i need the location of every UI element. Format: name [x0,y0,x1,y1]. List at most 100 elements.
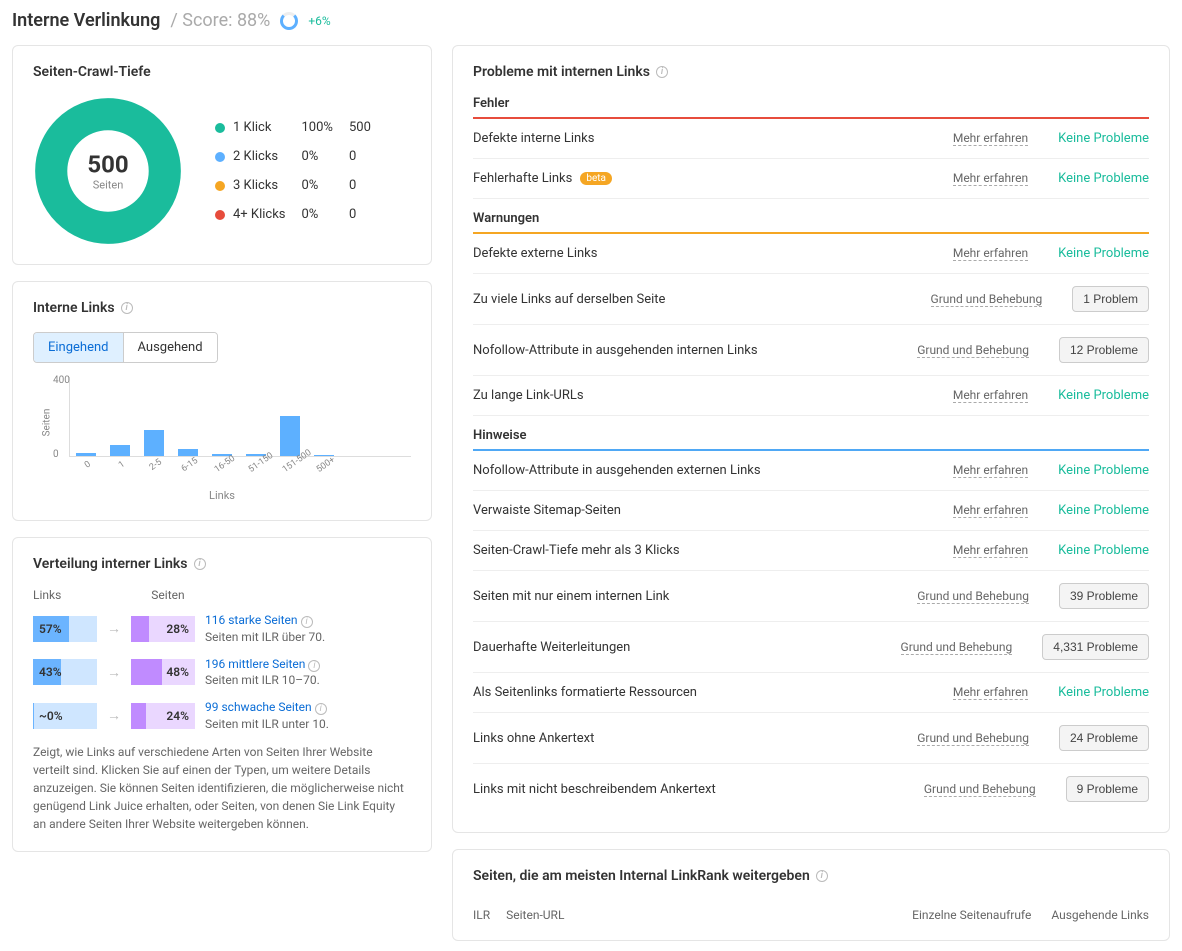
learn-more-link[interactable]: Grund und Behebung [917,589,1029,604]
arrow-icon: → [107,707,121,724]
y-tick: 0 [53,449,59,460]
score-delta: +6% [308,14,330,28]
problem-row: Als Seitenlinks formatierte Ressourcen M… [473,673,1149,713]
status-ok: Keine Probleme [1058,685,1149,700]
crawl-legend: 1 Klick100%5002 Klicks0%03 Klicks0%04+ K… [213,112,387,230]
problem-name[interactable]: Zu lange Link-URLs [473,388,584,403]
problem-row: Verwaiste Sitemap-Seiten Mehr erfahren K… [473,491,1149,531]
problems-title: Probleme mit internen Links [473,64,650,80]
problem-count-button[interactable]: 9 Probleme [1066,776,1149,802]
status-ok: Keine Probleme [1058,131,1149,146]
col-ilr[interactable]: ILR [473,908,490,922]
status-ok: Keine Probleme [1058,171,1149,186]
distribution-row[interactable]: 43% → 48% 196 mittlere Seiten iSeiten mi… [33,656,411,690]
tab-ausgehend[interactable]: Ausgehend [123,333,217,362]
problem-count-button[interactable]: 39 Probleme [1059,583,1149,609]
y-tick: 400 [53,375,70,386]
info-icon[interactable]: i [194,558,206,570]
problem-count-button[interactable]: 1 Problem [1072,286,1149,312]
problem-row: Defekte interne Links Mehr erfahren Kein… [473,119,1149,159]
links-bar: ~0% [33,703,97,729]
info-icon[interactable]: i [121,302,133,314]
problem-row: Seiten-Crawl-Tiefe mehr als 3 Klicks Meh… [473,531,1149,571]
learn-more-link[interactable]: Mehr erfahren [953,388,1028,403]
problem-row: Links ohne Ankertext Grund und Behebung … [473,713,1149,764]
col-out[interactable]: Ausgehende Links [1051,908,1149,922]
info-icon[interactable]: i [816,870,828,882]
arrow-icon: → [107,664,121,681]
section-heading: Warnungen [473,211,1149,226]
distribution-sub: Seiten mit ILR unter 10. [205,717,329,731]
arrow-icon: → [107,620,121,637]
legend-label[interactable]: 3 Klicks [215,172,300,199]
legend-label[interactable]: 2 Klicks [215,143,300,170]
problem-name[interactable]: Als Seitenlinks formatierte Ressourcen [473,685,697,700]
learn-more-link[interactable]: Mehr erfahren [953,131,1028,146]
learn-more-link[interactable]: Mehr erfahren [953,685,1028,700]
problem-name[interactable]: Seiten-Crawl-Tiefe mehr als 3 Klicks [473,543,680,558]
learn-more-link[interactable]: Mehr erfahren [953,171,1028,186]
distribution-sub: Seiten mit ILR über 70. [205,630,325,644]
learn-more-link[interactable]: Mehr erfahren [953,246,1028,261]
links-bar: 57% [33,616,97,642]
distribution-link[interactable]: 99 schwache Seiten [205,700,312,714]
info-icon[interactable]: i [308,660,320,672]
legend-dot-icon [215,123,225,133]
problem-name[interactable]: Dauerhafte Weiterleitungen [473,640,630,655]
crawl-depth-card: Seiten-Crawl-Tiefe 500 Seiten 1 Klick100… [12,45,432,265]
status-ok: Keine Probleme [1058,463,1149,478]
info-icon[interactable]: i [315,703,327,715]
problem-name[interactable]: Links ohne Ankertext [473,731,594,746]
legend-label[interactable]: 1 Klick [215,114,300,141]
chart-bar[interactable] [280,416,300,456]
problem-name[interactable]: Fehlerhafte Links beta [473,171,612,186]
linkrank-card: Seiten, die am meisten Internal LinkRank… [452,849,1170,941]
col-views[interactable]: Einzelne Seitenaufrufe [912,908,1031,922]
distribution-row[interactable]: ~0% → 24% 99 schwache Seiten iSeiten mit… [33,699,411,733]
problem-name[interactable]: Seiten mit nur einem internen Link [473,589,669,604]
problem-name[interactable]: Links mit nicht beschreibendem Ankertext [473,782,716,797]
problem-name[interactable]: Nofollow-Attribute in ausgehenden intern… [473,343,758,358]
legend-count: 0 [349,201,385,228]
info-icon[interactable]: i [656,66,668,78]
learn-more-link[interactable]: Grund und Behebung [931,292,1043,307]
learn-more-link[interactable]: Grund und Behebung [901,640,1013,655]
tab-eingehend[interactable]: Eingehend [34,333,123,362]
status-ok: Keine Probleme [1058,246,1149,261]
learn-more-link[interactable]: Grund und Behebung [917,731,1029,746]
x-tick: 151-500 [281,455,303,475]
problem-name[interactable]: Defekte externe Links [473,246,597,261]
y-axis-label: Seiten [41,409,52,437]
problem-count-button[interactable]: 24 Probleme [1059,725,1149,751]
problem-count-button[interactable]: 12 Probleme [1059,337,1149,363]
problem-count-button[interactable]: 4,331 Probleme [1042,634,1149,660]
score-donut-icon [280,12,298,30]
learn-more-link[interactable]: Grund und Behebung [924,782,1036,797]
distribution-link[interactable]: 196 mittlere Seiten [205,657,305,671]
status-ok: Keine Probleme [1058,503,1149,518]
x-axis-label: Links [33,489,411,502]
col-url[interactable]: Seiten-URL [506,908,564,922]
section-heading: Fehler [473,96,1149,111]
dist-col-links: Links [33,588,61,602]
chart-bar[interactable] [144,430,164,456]
problem-name[interactable]: Nofollow-Attribute in ausgehenden extern… [473,463,761,478]
learn-more-link[interactable]: Mehr erfahren [953,463,1028,478]
legend-label[interactable]: 4+ Klicks [215,201,300,228]
learn-more-link[interactable]: Mehr erfahren [953,543,1028,558]
score-label: / Score: 88% [170,10,270,31]
status-ok: Keine Probleme [1058,543,1149,558]
distribution-row[interactable]: 57% → 28% 116 starke Seiten iSeiten mit … [33,612,411,646]
problem-name[interactable]: Verwaiste Sitemap-Seiten [473,503,621,518]
distribution-link[interactable]: 116 starke Seiten [205,613,298,627]
legend-dot-icon [215,210,225,220]
info-icon[interactable]: i [301,616,313,628]
legend-count: 0 [349,172,385,199]
learn-more-link[interactable]: Mehr erfahren [953,503,1028,518]
problem-name[interactable]: Zu viele Links auf derselben Seite [473,292,665,307]
problem-name[interactable]: Defekte interne Links [473,131,594,146]
learn-more-link[interactable]: Grund und Behebung [917,343,1029,358]
internal-links-card: Interne Links i EingehendAusgehend Seite… [12,281,432,521]
x-tick: 16-50 [213,455,235,475]
legend-count: 500 [349,114,385,141]
